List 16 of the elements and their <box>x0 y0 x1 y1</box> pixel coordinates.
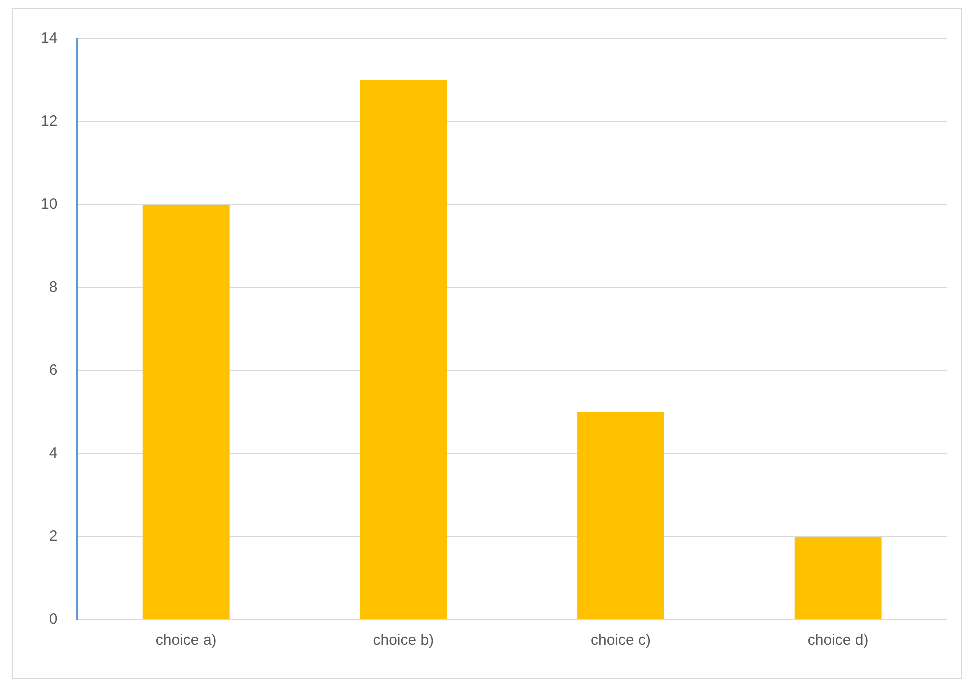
y-tick-label: 10 <box>40 196 58 214</box>
x-tick-label: choice b) <box>373 632 434 650</box>
y-tick-label: 12 <box>40 113 58 130</box>
y-tick-label: 8 <box>49 279 58 296</box>
x-tick-label: choice a) <box>156 632 217 650</box>
bar <box>794 537 882 620</box>
y-tick-label: 2 <box>49 528 58 546</box>
x-tick-label: choice d) <box>808 632 869 650</box>
y-tick-label: 0 <box>49 611 58 628</box>
x-tick-label: choice c) <box>590 632 652 650</box>
y-tick-label: 6 <box>49 362 58 380</box>
bar <box>360 80 448 620</box>
y-tick-label: 14 <box>40 30 58 48</box>
bar <box>142 205 230 620</box>
bar <box>578 412 664 620</box>
y-tick-label: 4 <box>49 445 58 462</box>
